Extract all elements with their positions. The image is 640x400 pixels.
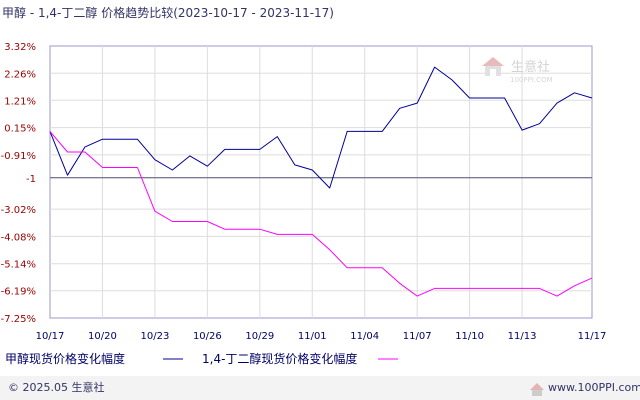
series-line-2 [49, 131, 593, 297]
footer-copyright: © 2025.05 生意社 [8, 380, 104, 394]
footer-url-link[interactable]: www.100PPI.com [530, 381, 640, 396]
x-tick-label: 11/17 [578, 331, 607, 342]
y-tick-label: -4.08% [1, 232, 36, 243]
x-tick-label: 10/26 [193, 331, 222, 342]
y-tick-label: -5.14% [1, 260, 36, 271]
series-layer [49, 66, 593, 297]
house-icon [530, 383, 544, 396]
x-tick-label: 10/17 [36, 331, 65, 342]
x-tick-label: 11/04 [350, 331, 379, 342]
y-tick-label: -7.25% [1, 314, 36, 325]
y-tick-label: 1.21% [4, 96, 36, 107]
x-tick-label: 10/20 [88, 331, 117, 342]
watermark-brand: 生意社 [511, 59, 550, 75]
series-line-1 [49, 66, 593, 189]
legend-label-series-1: 甲醇现货价格变化幅度 [5, 351, 125, 366]
y-tick-label: 2.26% [4, 69, 36, 80]
y-tick-labels: 3.32% 2.26% 1.21% 0.15% -0.91% -1 -3.02% -4.08%… [1, 42, 36, 325]
y-tick-label: -6.19% [1, 287, 36, 298]
x-tick-label: 11/13 [508, 331, 537, 342]
legend: 甲醇现货价格变化幅度 1,4-丁二醇现货价格变化幅度 [5, 351, 398, 366]
grid-layer [50, 46, 592, 318]
x-tick-label: 11/07 [403, 331, 432, 342]
watermark: 生意社 100PPI.COM [482, 57, 553, 84]
footer-url[interactable]: www.100PPI.com [548, 381, 640, 394]
plot-frame [49, 45, 593, 319]
y-tick-label: 3.32% [4, 42, 36, 53]
x-tick-label: 11/01 [298, 331, 327, 342]
x-tick-label: 11/10 [455, 331, 484, 342]
legend-label-series-2: 1,4-丁二醇现货价格变化幅度 [202, 351, 357, 366]
watermark-logo-icon [482, 57, 504, 76]
watermark-url: 100PPI.COM [510, 76, 553, 84]
chart-title: 甲醇 - 1,4-丁二醇 价格趋势比较(2023-10-17 - 2023-11… [2, 5, 334, 20]
x-tick-labels: 10/17 10/20 10/23 10/26 10/29 11/01 11/04 11/07… [36, 331, 607, 342]
y-tick-label: -1 [26, 174, 36, 185]
y-tick-label: -0.91% [1, 151, 36, 162]
x-tick-label: 10/23 [140, 331, 169, 342]
x-tick-label: 10/29 [245, 331, 274, 342]
y-tick-label: -3.02% [1, 205, 36, 216]
y-tick-label: 0.15% [4, 124, 36, 135]
